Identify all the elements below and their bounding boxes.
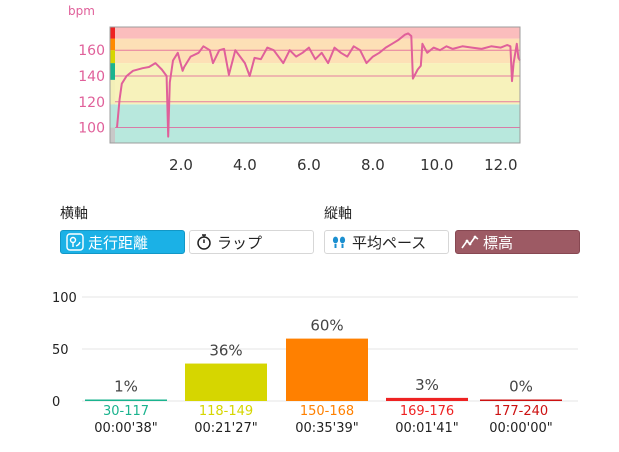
x-axis-lap-button[interactable]: ラップ (189, 230, 314, 254)
hr-plot-frame (109, 26, 521, 144)
hr-x-tick-label: 10.0 (420, 156, 453, 174)
zone-duration-label: 00:21'27" (194, 421, 258, 436)
hr-zone-marker-6 (110, 27, 115, 39)
y-axis-pace-button[interactable]: 平均ペース (324, 230, 449, 254)
hr-zone-band-1 (110, 63, 520, 105)
zone-gridlines (82, 296, 578, 402)
x-axis-distance-label: 走行距離 (88, 233, 149, 252)
zone-bar-0 (85, 399, 167, 401)
map-pin-icon (66, 233, 84, 251)
hr-zone-marker-0 (110, 127, 115, 143)
zone-column-0: 30-117 00:00'38" (76, 404, 176, 436)
hr-y-axis: 100 120 140 160 (78, 43, 105, 136)
hr-x-tick-label: 8.0 (361, 156, 385, 174)
zone-duration-label: 00:00'00" (489, 421, 553, 436)
zone-percent-label: 0% (509, 378, 533, 396)
footprints-icon (330, 233, 348, 251)
zone-bar-4 (480, 399, 562, 401)
stopwatch-icon (195, 233, 213, 251)
hr-zone-marker-2 (110, 79, 115, 105)
hr-unit-label: bpm (68, 4, 95, 18)
zone-percent-label: 3% (415, 376, 439, 394)
zone-column-2: 150-168 00:35'39" (277, 404, 377, 436)
zone-range-label: 30-117 (102, 404, 150, 419)
y-axis-elevation-label: 標高 (483, 233, 514, 252)
hr-y-tick-label: 120 (78, 95, 105, 111)
hr-zone-marker-1 (110, 104, 115, 128)
hr-x-tick-label: 4.0 (233, 156, 257, 174)
heart-rate-chart: bpm 100 120 140 160 2.0 4.0 6.0 8.0 10.0 12.0 (68, 4, 521, 174)
x-axis-section-label: 横軸 (60, 206, 88, 222)
y-axis-elevation-button[interactable]: 標高 (455, 230, 580, 254)
hr-zone-band-0 (110, 104, 520, 143)
zone-range-label: 150-168 (299, 404, 355, 419)
hr-x-axis: 2.0 4.0 6.0 8.0 10.0 12.0 (169, 156, 517, 174)
zone-percent-label: 36% (209, 342, 242, 360)
hr-zone-band-3 (110, 27, 520, 39)
hr-y-tick-label: 100 (78, 121, 105, 137)
zone-bar-1 (185, 363, 267, 401)
hr-y-tick-label: 140 (78, 69, 105, 85)
x-axis-distance-button[interactable]: 走行距離 (60, 230, 185, 254)
y-axis-section-label: 縦軸 (324, 206, 352, 222)
zone-y-tick-label: 100 (52, 291, 77, 306)
hr-x-tick-label: 12.0 (484, 156, 517, 174)
zone-column-4: 177-240 00:00'00" (471, 404, 571, 436)
hr-zone-marker-5 (110, 38, 115, 51)
zone-bars (85, 338, 562, 401)
zone-y-axis: 0 50 100 (52, 291, 77, 410)
zone-percent-label: 60% (310, 317, 343, 335)
hr-zone-marker-4 (110, 50, 115, 64)
hr-zone-bands (110, 27, 520, 143)
zone-range-label: 118-149 (198, 404, 254, 419)
elevation-icon (461, 233, 479, 251)
zone-bar-2 (286, 338, 368, 401)
x-axis-lap-label: ラップ (217, 233, 263, 252)
zone-column-1: 118-149 00:21'27" (176, 404, 276, 436)
hr-series-line (116, 32, 521, 138)
zone-percent-labels: 1% 36% 60% 3% 0% (114, 317, 533, 396)
zone-percent-label: 1% (114, 378, 138, 396)
hr-gridlines (115, 49, 520, 129)
hr-x-tick-label: 6.0 (297, 156, 321, 174)
zone-duration-label: 00:35'39" (295, 421, 359, 436)
hr-x-tick-label: 2.0 (169, 156, 193, 174)
hr-zone-indicator (110, 27, 115, 143)
zone-duration-label: 00:01'41" (395, 421, 459, 436)
hr-zone-marker-3 (110, 63, 115, 80)
y-axis-pace-label: 平均ペース (352, 233, 427, 252)
zone-y-tick-label: 0 (52, 395, 60, 410)
hr-y-tick-label: 160 (78, 43, 105, 59)
zone-column-3: 169-176 00:01'41" (377, 404, 477, 436)
zone-y-tick-label: 50 (52, 343, 69, 358)
zone-range-label: 177-240 (493, 404, 549, 419)
zone-duration-label: 00:00'38" (94, 421, 158, 436)
zone-range-label: 169-176 (399, 404, 455, 419)
zone-bar-3 (386, 397, 468, 401)
